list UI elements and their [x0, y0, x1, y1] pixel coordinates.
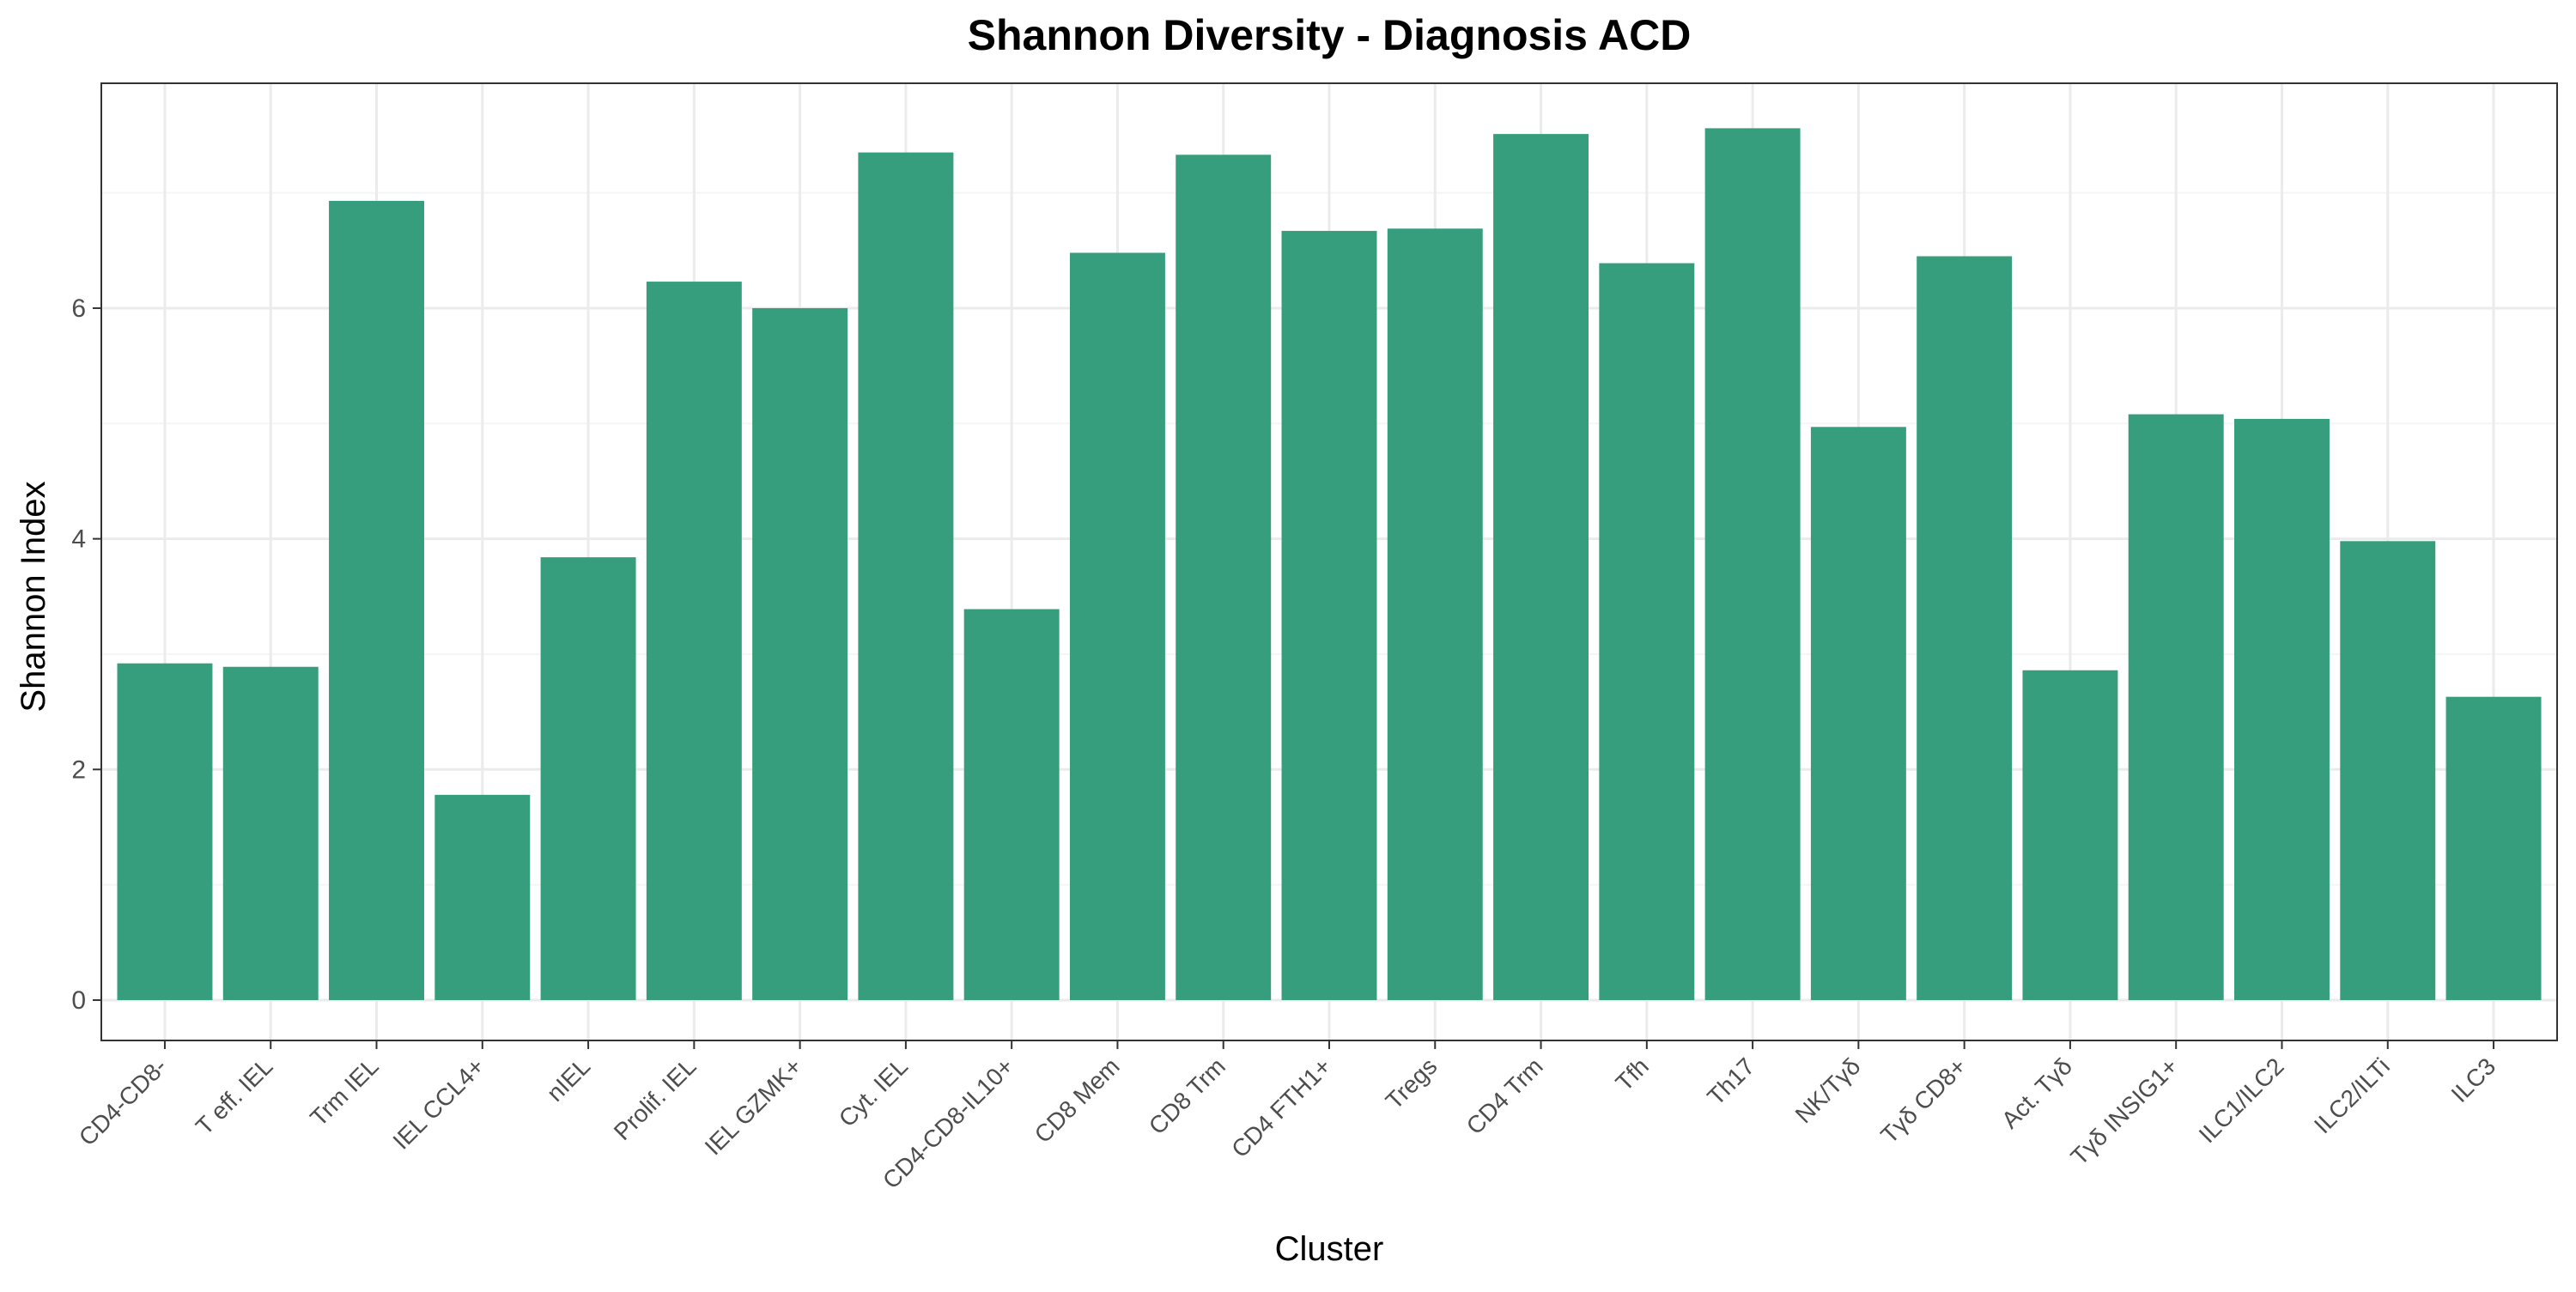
- bar: [1599, 263, 1695, 1000]
- y-tick-label: 4: [71, 525, 86, 554]
- bar: [2128, 414, 2224, 1000]
- chart-title: Shannon Diversity - Diagnosis ACD: [968, 11, 1692, 59]
- y-tick-label: 2: [71, 755, 86, 784]
- bar: [1493, 134, 1589, 1000]
- bar: [117, 663, 213, 1000]
- bar: [1281, 230, 1377, 1000]
- bar: [2234, 418, 2330, 1000]
- bar: [1387, 228, 1483, 1000]
- bar: [752, 307, 848, 1000]
- plot-panel-border: [100, 82, 2558, 1041]
- bar: [858, 152, 954, 1000]
- bar: [540, 557, 636, 1000]
- y-axis-ticks: 0 2 4 6: [71, 294, 101, 1015]
- bar: [2022, 670, 2118, 1000]
- bar: [2340, 541, 2436, 1000]
- bar: [1810, 427, 1906, 1000]
- bars: [117, 128, 2542, 1000]
- bar: [1176, 155, 1272, 1000]
- x-axis-title: Cluster: [1275, 1230, 1384, 1268]
- bar: [329, 201, 424, 1000]
- bar: [646, 282, 742, 1000]
- bar: [963, 609, 1060, 1000]
- bar: [434, 794, 531, 1000]
- bar: [1917, 256, 2013, 1000]
- y-tick-label: 6: [71, 294, 86, 323]
- bar: [1069, 252, 1165, 1000]
- bar: [2445, 696, 2542, 1000]
- y-axis-title: Shannon Index: [15, 481, 52, 712]
- bar: [1704, 128, 1801, 1000]
- bar: [222, 666, 319, 1000]
- y-tick-label: 0: [71, 986, 86, 1015]
